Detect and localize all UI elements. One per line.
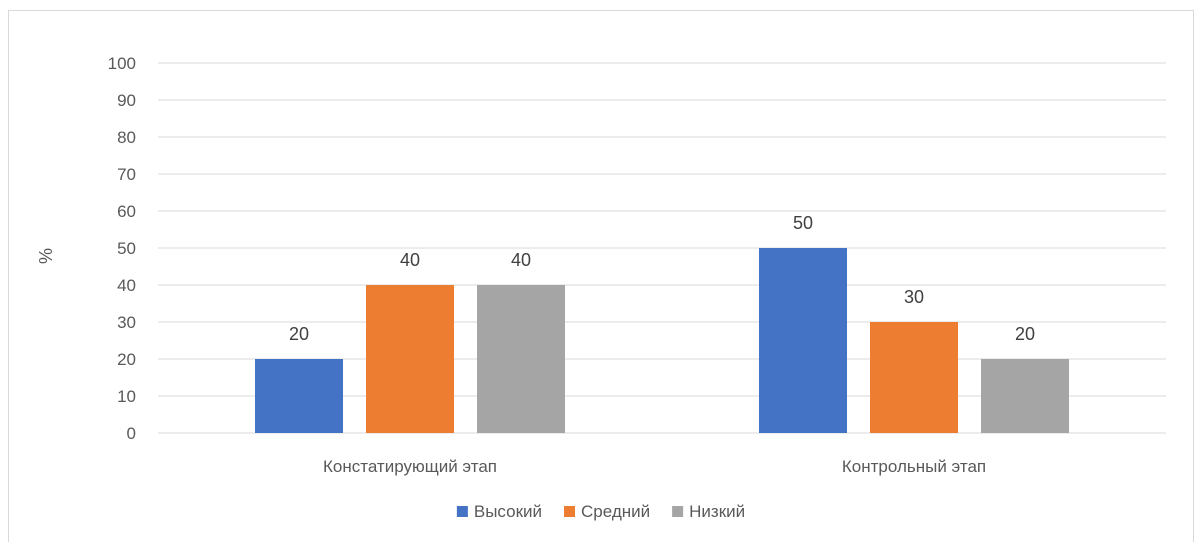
legend[interactable]: Высокий Средний Низкий xyxy=(456,502,745,521)
data-label: 50 xyxy=(793,213,813,233)
chart-frame xyxy=(8,10,1194,542)
data-label: 30 xyxy=(904,287,924,307)
y-tick-label: 30 xyxy=(117,313,136,332)
y-tick-label: 90 xyxy=(117,91,136,110)
bar xyxy=(759,248,847,433)
data-label: 40 xyxy=(511,250,531,270)
x-axis-categories: Констатирующий этап Контрольный этап xyxy=(323,457,986,476)
legend-swatch xyxy=(672,506,684,517)
bar xyxy=(870,322,958,433)
y-tick-label: 0 xyxy=(127,424,136,443)
legend-label: Низкий xyxy=(689,502,745,521)
x-category-label: Констатирующий этап xyxy=(323,457,497,476)
bar xyxy=(477,285,565,433)
y-axis-title: % xyxy=(36,248,56,264)
legend-swatch xyxy=(564,506,576,517)
y-tick-label: 20 xyxy=(117,350,136,369)
legend-item[interactable]: Средний xyxy=(564,502,650,521)
bars xyxy=(255,248,1069,433)
y-tick-label: 60 xyxy=(117,202,136,221)
legend-item[interactable]: Высокий xyxy=(456,502,542,521)
y-axis-ticks: 0 10 20 30 40 50 60 70 80 90 100 xyxy=(108,54,136,443)
legend-swatch xyxy=(456,506,468,517)
x-category-label: Контрольный этап xyxy=(842,457,986,476)
y-tick-label: 100 xyxy=(108,54,136,73)
y-tick-label: 10 xyxy=(117,387,136,406)
bar xyxy=(366,285,454,433)
bar xyxy=(255,359,343,433)
legend-label: Высокий xyxy=(474,502,542,521)
data-labels: 20 40 40 50 30 20 xyxy=(289,213,1035,344)
y-tick-label: 80 xyxy=(117,128,136,147)
data-label: 40 xyxy=(400,250,420,270)
bar xyxy=(981,359,1069,433)
y-tick-label: 70 xyxy=(117,165,136,184)
y-tick-label: 50 xyxy=(117,239,136,258)
data-label: 20 xyxy=(289,324,309,344)
y-tick-label: 40 xyxy=(117,276,136,295)
legend-item[interactable]: Низкий xyxy=(672,502,745,521)
legend-label: Средний xyxy=(581,502,650,521)
data-label: 20 xyxy=(1015,324,1035,344)
